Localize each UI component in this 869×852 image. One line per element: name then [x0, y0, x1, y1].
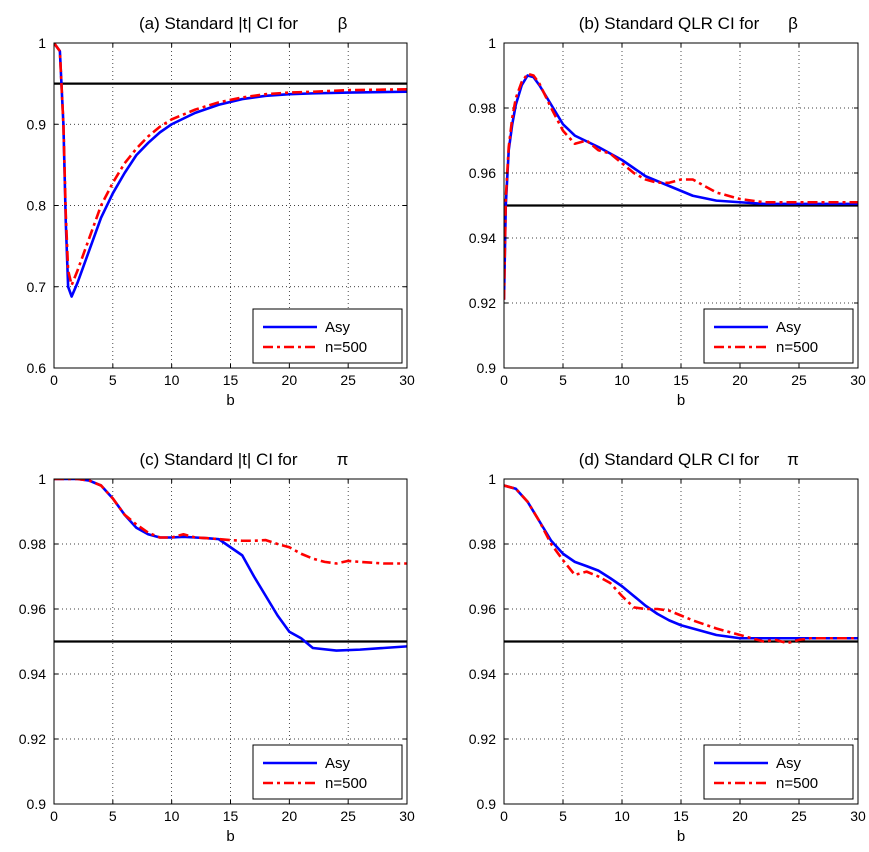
- chart-panel-2: 0 5 10 15 20 25 30 0.9 0.92 0.94 0.96 0.98 1 b (b) Sta…: [469, 14, 866, 409]
- y-tick-label: 0.9: [477, 360, 497, 376]
- x-tick-label: 0: [50, 372, 58, 388]
- chart-title-symbol: β: [788, 14, 798, 33]
- x-tick-label: 5: [559, 372, 567, 388]
- y-tick-label: 0.98: [469, 100, 496, 116]
- legend: Asy n=500: [703, 744, 854, 800]
- y-tick-label: 1: [488, 471, 496, 487]
- legend-label-asy: Asy: [325, 319, 351, 336]
- x-tick-label: 0: [500, 808, 508, 824]
- y-tick-label: 0.98: [469, 536, 496, 552]
- y-tick-label: 1: [38, 35, 46, 51]
- x-tick-label: 10: [614, 808, 630, 824]
- legend-box: [703, 308, 854, 364]
- x-axis-label: b: [226, 828, 234, 845]
- series-line-n500: [504, 72, 858, 300]
- x-tick-label: 25: [340, 808, 356, 824]
- legend-label-n500: n=500: [776, 775, 818, 792]
- y-tick-label: 0.6: [27, 360, 47, 376]
- chart-panel-1: 0 5 10 15 20 25 30 0.6 0.7 0.8 0.9 1 b (a) Standard |…: [27, 14, 415, 409]
- chart-panel-4: 0 5 10 15 20 25 30 0.9 0.92 0.94 0.96 0.98 1 b (d) Sta…: [469, 450, 866, 845]
- y-tick-label: 0.96: [469, 601, 496, 617]
- series-line-asy: [504, 74, 858, 300]
- legend-box: [703, 744, 854, 800]
- x-tick-label: 5: [109, 372, 117, 388]
- x-tick-label: 10: [614, 372, 630, 388]
- y-tick-label: 0.94: [19, 666, 46, 682]
- x-tick-label: 25: [791, 372, 807, 388]
- x-tick-label: 30: [399, 808, 415, 824]
- y-tick-label: 0.9: [27, 796, 47, 812]
- y-tick-label: 0.92: [19, 731, 46, 747]
- x-tick-label: 5: [559, 808, 567, 824]
- chart-panel-3: 0 5 10 15 20 25 30 0.9 0.92 0.94 0.96 0.98 1 b (c) Sta…: [19, 450, 415, 845]
- y-tick-label: 0.8: [27, 198, 47, 214]
- chart-title: (a) Standard |t| CI for: [139, 14, 298, 33]
- x-tick-label: 15: [223, 808, 239, 824]
- x-axis-label: b: [677, 392, 685, 409]
- x-tick-label: 25: [340, 372, 356, 388]
- x-tick-label: 30: [850, 372, 866, 388]
- x-tick-label: 20: [282, 808, 298, 824]
- y-tick-label: 0.9: [477, 796, 497, 812]
- chart-title-symbol: β: [338, 14, 348, 33]
- chart-title: (b) Standard QLR CI for: [579, 14, 760, 33]
- legend-box: [252, 308, 403, 364]
- y-tick-label: 0.94: [469, 230, 496, 246]
- legend-box: [252, 744, 403, 800]
- x-tick-label: 10: [164, 372, 180, 388]
- legend-label-asy: Asy: [325, 755, 351, 772]
- x-tick-label: 0: [500, 372, 508, 388]
- y-tick-label: 0.9: [27, 116, 47, 132]
- x-tick-label: 15: [673, 808, 689, 824]
- y-tick-label: 0.92: [469, 295, 496, 311]
- y-tick-label: 1: [38, 471, 46, 487]
- chart-title: (d) Standard QLR CI for: [579, 450, 760, 469]
- series-line-n500: [54, 43, 407, 287]
- x-tick-label: 15: [673, 372, 689, 388]
- legend-label-asy: Asy: [776, 319, 802, 336]
- legend-label-n500: n=500: [325, 339, 367, 356]
- chart-title: (c) Standard |t| CI for: [139, 450, 297, 469]
- x-tick-label: 10: [164, 808, 180, 824]
- x-tick-label: 20: [732, 808, 748, 824]
- y-tick-label: 0.96: [469, 165, 496, 181]
- legend: Asy n=500: [252, 744, 403, 800]
- chart-title-symbol: π: [787, 450, 799, 469]
- series-line-n500: [54, 479, 407, 565]
- legend-label-n500: n=500: [325, 775, 367, 792]
- x-tick-label: 15: [223, 372, 239, 388]
- x-tick-label: 20: [732, 372, 748, 388]
- y-tick-label: 1: [488, 35, 496, 51]
- x-tick-label: 5: [109, 808, 117, 824]
- x-tick-label: 30: [850, 808, 866, 824]
- x-tick-label: 0: [50, 808, 58, 824]
- y-tick-label: 0.96: [19, 601, 46, 617]
- legend: Asy n=500: [252, 308, 403, 364]
- chart-title-symbol: π: [337, 450, 349, 469]
- y-tick-label: 0.94: [469, 666, 496, 682]
- x-tick-label: 30: [399, 372, 415, 388]
- x-tick-label: 25: [791, 808, 807, 824]
- legend: Asy n=500: [703, 308, 854, 364]
- legend-label-asy: Asy: [776, 755, 802, 772]
- y-tick-label: 0.98: [19, 536, 46, 552]
- y-tick-label: 0.7: [27, 279, 47, 295]
- x-axis-label: b: [226, 392, 234, 409]
- y-tick-label: 0.92: [469, 731, 496, 747]
- x-tick-label: 20: [282, 372, 298, 388]
- legend-label-n500: n=500: [776, 339, 818, 356]
- x-axis-label: b: [677, 828, 685, 845]
